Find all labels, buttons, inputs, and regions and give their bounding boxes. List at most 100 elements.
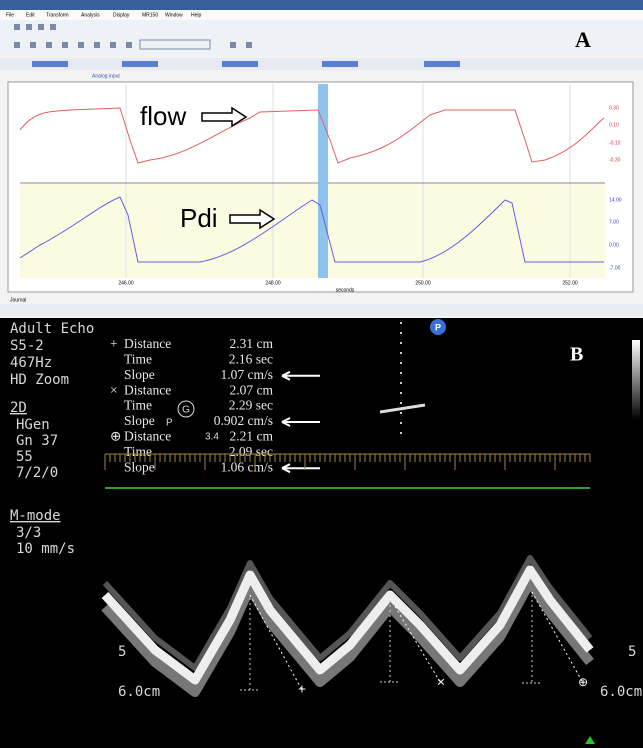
indicator [585, 736, 595, 744]
journal-toolbar [0, 304, 643, 316]
arrow [201, 106, 248, 128]
setting: S5-2 [10, 338, 44, 354]
arrow [281, 417, 320, 427]
setting: Adult Echo [10, 321, 94, 337]
measurement-label: Distance [124, 336, 171, 351]
channel-bar [0, 58, 643, 70]
menu-item[interactable]: Help [191, 12, 202, 18]
setting: HD Zoom [10, 372, 69, 388]
journal: Journal [10, 297, 26, 303]
tab-label: Analog input [92, 73, 120, 79]
measurement-label: Slope [124, 459, 155, 474]
probe-icon [430, 319, 446, 335]
toolbar-icons [14, 24, 252, 50]
depth-tick: 5 [628, 644, 636, 660]
measurement-label: Time [124, 444, 152, 459]
arrow [229, 208, 276, 230]
arrow [281, 370, 320, 381]
overlay-p: P [166, 418, 173, 429]
x-tick-label: 250.00 [415, 280, 431, 286]
x-axis-label: seconds [336, 287, 355, 293]
mode-item: HGen [16, 417, 50, 433]
marker: × [437, 674, 445, 690]
toolbar [0, 20, 643, 56]
measurement-value: 0.902 cm/s [214, 413, 273, 428]
arrow [281, 463, 320, 474]
setting: 467Hz [10, 355, 52, 371]
pdi-plot [20, 184, 605, 278]
measurement-marker: + [110, 336, 118, 351]
measurement-label: Slope [124, 413, 155, 428]
channel-selectors [32, 61, 460, 67]
selection [318, 84, 328, 278]
ruler [104, 453, 591, 470]
measurement-value: 2.21 cm [230, 428, 274, 443]
pdi-scale-label: 7.00 [609, 219, 619, 225]
measurement-marker: ⊕ [110, 428, 121, 443]
measurement-label: Time [124, 398, 152, 413]
pdi-trace [19, 196, 604, 263]
flow-scale-label: -0.10 [609, 140, 621, 146]
pdi-scale-label: 0.00 [609, 242, 619, 248]
measurement-label: Slope [124, 367, 155, 382]
flow-scale-label: 0.10 [609, 122, 619, 128]
measurements: + Distance 2.31 cm Time 2.16 sec Slope 1.07 cm… [110, 336, 320, 474]
annotation: Pdi [180, 203, 218, 233]
flow-plot [20, 84, 605, 182]
menu-item[interactable]: MR150 [142, 12, 158, 18]
scales: 0.30 0.10 -0.10 -0.30 14.00 7.00 0.00 -7.00 246.… [118, 105, 621, 286]
x-tick-label: 252.00 [562, 280, 578, 286]
panel-label: A [575, 27, 591, 52]
cursor [379, 403, 426, 414]
measurement-value: 2.29 sec [229, 398, 273, 413]
measurement-marker: × [110, 382, 118, 397]
flow-trace [19, 107, 605, 164]
marker: ⊕ [578, 675, 588, 689]
measurement-label: Time [124, 351, 152, 366]
flow-scale-label: 0.30 [609, 105, 619, 111]
measurement-value: 2.16 sec [229, 351, 273, 366]
measurement-value: 2.31 cm [230, 336, 274, 351]
menu-item[interactable]: Analysis [81, 12, 100, 18]
menu-item[interactable]: File [6, 12, 14, 18]
gray-scale [632, 340, 640, 420]
measurement-value: 2.07 cm [230, 382, 274, 397]
x-tick-label: 246.00 [118, 280, 134, 286]
pdi-scale-label: 14.00 [609, 197, 622, 203]
depth-label: 6.0cm [600, 684, 642, 700]
menu-item[interactable]: Window [165, 12, 183, 18]
flow-scale-label: -0.30 [609, 157, 621, 163]
measurement-value: 1.07 cm/s [221, 367, 274, 382]
menu-item[interactable]: Transform [46, 12, 69, 18]
depth-label: 6.0cm [118, 684, 160, 700]
menu-item[interactable]: Edit [26, 12, 35, 18]
measurement-label: Distance [124, 428, 171, 443]
depth-tick: 5 [118, 644, 126, 660]
x-tick-label: 248.00 [265, 280, 281, 286]
plot-grid [125, 84, 571, 278]
m-mode-image [101, 555, 594, 697]
mode-item: 3/3 [16, 525, 41, 541]
panel-label: B [570, 344, 583, 366]
probe-label: P [435, 322, 441, 332]
overlay-g: G [182, 405, 190, 416]
menu-bar [0, 10, 643, 20]
menu: File Edit Transform Analysis Display MR150 Win… [6, 12, 202, 18]
annotation: flow [140, 101, 186, 131]
measurement-value: 1.06 cm/s [221, 459, 274, 474]
overlay-circle [177, 400, 195, 418]
mode-item: 7/2/0 [16, 465, 58, 481]
mode-item: 55 [16, 449, 33, 465]
mode-title: M-mode [10, 508, 61, 524]
title-bar [0, 0, 643, 10]
menu-item[interactable]: Display [113, 12, 130, 18]
overlay-value: 3.4 [205, 432, 219, 443]
mode-item: Gn 37 [16, 433, 58, 449]
mode-title: 2D [10, 400, 27, 416]
pdi-scale-label: -7.00 [609, 265, 621, 271]
mode-item: 10 mm/s [16, 541, 75, 557]
marker: + [298, 681, 306, 697]
measurement-label: Distance [124, 382, 171, 397]
